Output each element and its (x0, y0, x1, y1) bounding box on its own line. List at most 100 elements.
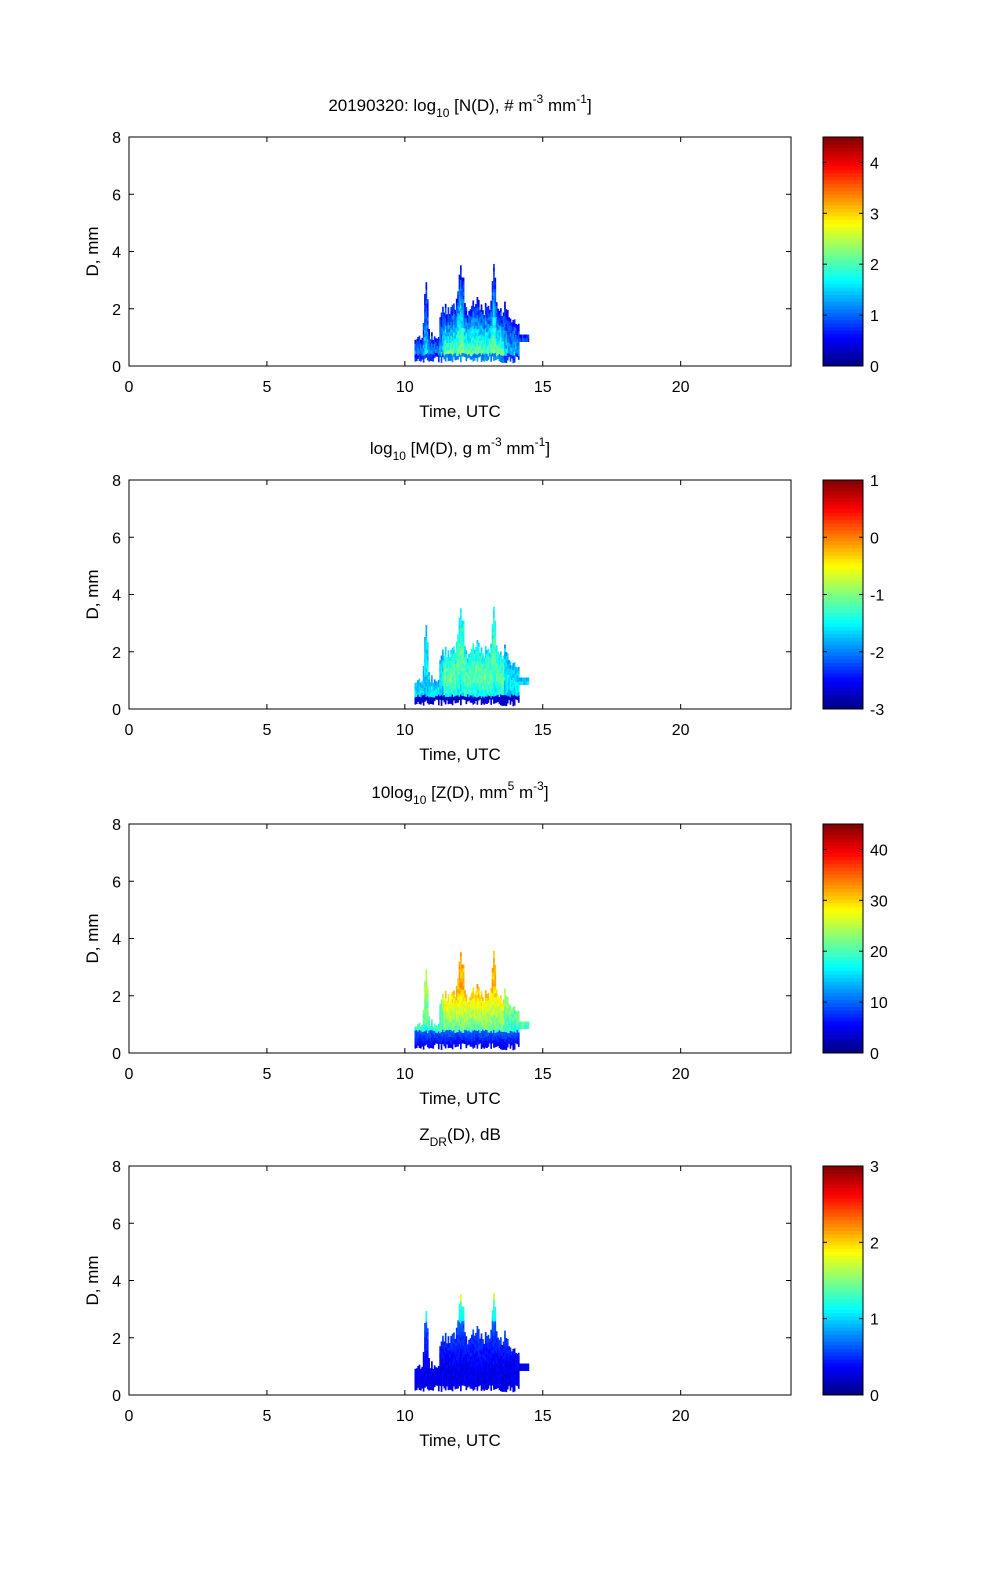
heatmap-cell (460, 1034, 462, 1039)
heatmap-cell (460, 1315, 462, 1320)
heatmap-cell (458, 1026, 461, 1030)
heatmap-cell (446, 667, 448, 672)
heatmap-cell (450, 1339, 453, 1344)
heatmap-cell (425, 643, 428, 647)
heatmap-cell (457, 655, 459, 660)
heatmap-cell (429, 1386, 432, 1390)
colorbar-segment (823, 1035, 863, 1040)
heatmap-cell (460, 1312, 462, 1317)
heatmap-cell (495, 670, 498, 675)
heatmap-cell (508, 696, 510, 700)
heatmap-cell (501, 351, 504, 356)
heatmap-cell (442, 671, 444, 676)
heatmap-cell (465, 1040, 468, 1045)
heatmap-cell (495, 345, 498, 350)
heatmap-cell (490, 322, 493, 327)
heatmap-cell (486, 1368, 488, 1373)
heatmap-cell (526, 1025, 528, 1029)
heatmap-cell (486, 685, 488, 690)
heatmap-cell (450, 1008, 453, 1013)
heatmap-cell (502, 680, 505, 685)
heatmap-cell (513, 673, 516, 677)
heatmap-cell (487, 320, 490, 324)
heatmap-cell (493, 617, 495, 622)
y-tick-label: 8 (112, 817, 121, 834)
heatmap-cell (426, 1043, 429, 1048)
y-tick-label: 6 (112, 1216, 121, 1233)
heatmap-cell (457, 1384, 459, 1389)
colorbar-tick-label: 4 (870, 155, 879, 172)
heatmap-cell (527, 334, 530, 339)
x-tick-label: 5 (262, 379, 271, 396)
heatmap-cell (515, 345, 517, 350)
heatmap-cell (415, 1368, 418, 1373)
heatmap-cell (414, 1386, 417, 1391)
heatmap-cell (437, 1383, 440, 1388)
heatmap-cell (417, 680, 419, 684)
heatmap-cell (476, 300, 479, 305)
heatmap-cell (471, 996, 473, 1001)
heatmap-cell (461, 656, 464, 661)
heatmap-cell (455, 1007, 458, 1012)
heatmap-cell (500, 1038, 502, 1043)
heatmap-cell (508, 1040, 510, 1044)
heatmap-cell (425, 635, 428, 640)
heatmap-cell (502, 1017, 505, 1022)
heatmap-cell (443, 1355, 446, 1360)
colorbar-segment (823, 319, 863, 324)
heatmap-cell (462, 320, 465, 325)
heatmap-cell (437, 1027, 440, 1032)
heatmap-cell (477, 1375, 480, 1380)
heatmap-cell (495, 999, 498, 1004)
heatmap-cell (466, 1038, 469, 1042)
heatmap-cell (460, 1041, 462, 1046)
heatmap-cell (502, 659, 505, 663)
heatmap-cell (493, 274, 495, 279)
heatmap-cell (502, 691, 505, 696)
heatmap-cell (458, 1350, 461, 1355)
heatmap-cell (475, 1030, 477, 1035)
heatmap-cell (466, 1351, 469, 1356)
heatmap-cell (447, 668, 450, 672)
heatmap-cell (483, 350, 486, 355)
heatmap-cell (500, 672, 502, 677)
heatmap-cell (462, 1018, 465, 1023)
heatmap-cell (509, 693, 512, 698)
heatmap-cell (505, 355, 508, 360)
heatmap-cell (513, 1387, 516, 1392)
heatmap-cell (446, 1368, 448, 1373)
heatmap-cell (461, 352, 464, 357)
heatmap-cell (444, 1332, 447, 1337)
heatmap-cell (422, 351, 425, 356)
heatmap-cell (483, 1386, 486, 1391)
heatmap-cell (442, 1357, 444, 1362)
heatmap-cell (429, 339, 432, 344)
heatmap-cell (457, 1024, 459, 1029)
heatmap-cell (462, 695, 465, 700)
heatmap-cell (414, 1030, 417, 1035)
heatmap-cell (487, 688, 490, 693)
heatmap-cell (451, 1344, 454, 1349)
heatmap-cell (519, 681, 521, 685)
heatmap-cell (426, 685, 429, 690)
heatmap-cell (450, 667, 453, 672)
heatmap-cell (495, 688, 498, 693)
heatmap-cell (482, 1043, 484, 1048)
heatmap-cell (446, 1001, 448, 1006)
heatmap-cell (424, 644, 426, 649)
heatmap-cell (425, 1040, 428, 1045)
heatmap-cell (453, 1336, 455, 1340)
heatmap-cell (461, 1000, 464, 1005)
heatmap-cell (436, 342, 439, 347)
heatmap-cell (497, 676, 499, 681)
heatmap-cell (506, 997, 509, 1001)
heatmap-cell (431, 353, 433, 358)
heatmap-cell (461, 634, 464, 639)
heatmap-cell (484, 1378, 487, 1383)
colorbar-tick-label: 30 (870, 893, 888, 910)
heatmap-cell (498, 1343, 501, 1348)
heatmap-cell (446, 1037, 448, 1041)
heatmap-cell (436, 692, 439, 697)
heatmap-cell (422, 687, 425, 692)
